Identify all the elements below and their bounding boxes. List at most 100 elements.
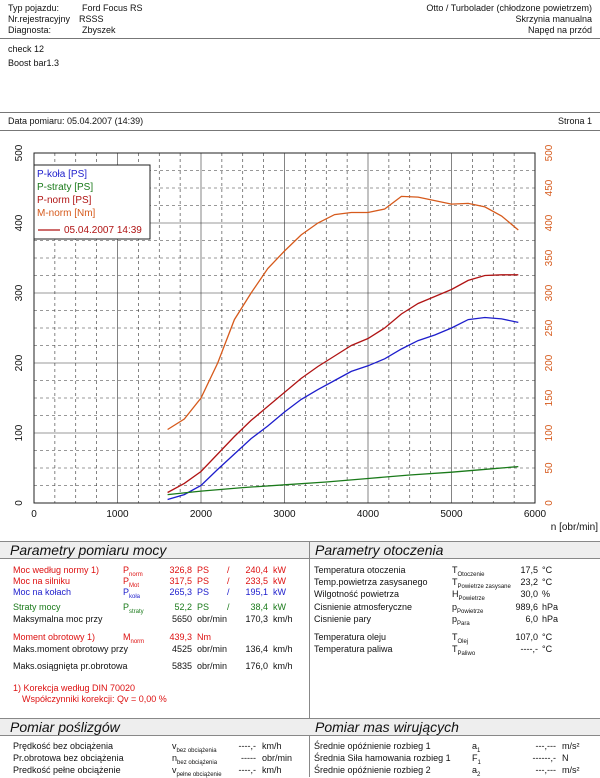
env-row-value: 107,0 (515, 632, 538, 642)
env-row-label: Cisnienie atmosferyczne (314, 602, 413, 612)
power-row-separator: / (227, 576, 230, 586)
power-row-label: Moc na kołach (13, 587, 72, 597)
slip-row-value: ----- (241, 753, 256, 763)
env-row-value: 6,0 (525, 614, 538, 624)
power-row-value-1: 5650 (171, 614, 192, 624)
env-row-label: Temperatura otoczenia (314, 565, 406, 575)
x-tick-label: 0 (31, 509, 37, 520)
mass-row-unit: N (562, 753, 569, 763)
mass-row-value: ------,- (532, 753, 556, 763)
x-axis-label: n [obr/min] (551, 522, 598, 533)
power-section-bar (0, 541, 310, 559)
power-row-value-1: 4525 (171, 644, 192, 654)
power-row-value-2: 170,3 (245, 614, 268, 624)
env-row-unit: °C (542, 565, 553, 575)
mass-section-bar (310, 718, 600, 736)
env-row-value: 30,0 (520, 589, 538, 599)
env-row-symbol: pPara (452, 614, 470, 627)
power-row-symbol: Mnorm (123, 632, 145, 645)
y-right-tick-label: 200 (544, 354, 555, 371)
power-row-separator: / (227, 565, 230, 575)
slip-section-bar (0, 718, 310, 736)
mass-row-unit: m/s² (562, 765, 580, 775)
page-number: Strona 1 (557, 116, 592, 126)
env-row-symbol: TPaliwo (452, 644, 476, 657)
power-section-title: Parametry pomiaru mocy (10, 542, 167, 558)
legend-entry: P-straty [PS] (37, 182, 93, 193)
power-row-value-2: 38,4 (250, 602, 268, 612)
power-row-value-2: 240,4 (245, 565, 268, 575)
mass-row-symbol: a1 (472, 741, 481, 754)
power-row-symbol: Pnorm (123, 565, 143, 578)
power-row-separator: / (227, 602, 230, 612)
slip-row-symbol: vpełne obciążenie (172, 765, 222, 778)
power-row-value-1: 439,3 (169, 632, 192, 642)
env-row-unit: % (542, 589, 551, 599)
p-kola-line (167, 316, 519, 501)
x-tick-label: 6000 (524, 509, 547, 520)
y-right-tick-label: 350 (544, 249, 555, 266)
vehicle-type-label: Typ pojazdu: (8, 3, 60, 13)
power-row-unit-1: PS (197, 576, 210, 586)
header-divider (0, 38, 600, 39)
power-row-unit-1: PS (197, 587, 210, 597)
env-row-unit: °C (542, 577, 553, 587)
mass-row-value: ---,--- (535, 765, 556, 775)
power-row-label: Moment obrotowy 1) (13, 632, 96, 642)
power-row-unit-2: km/h (273, 661, 293, 671)
section-vertical-divider (309, 541, 310, 777)
power-row-unit-1: obr/min (197, 644, 228, 654)
power-row-value-1: 326,8 (169, 565, 192, 575)
slip-row-unit: km/h (262, 765, 282, 775)
power-row-unit-2: kW (273, 602, 286, 612)
power-row-value-1: 265,3 (169, 587, 192, 597)
power-row-unit-1: obr/min (197, 614, 228, 624)
power-row-unit-2: kW (273, 576, 286, 586)
power-row-unit-1: obr/min (197, 661, 228, 671)
note-line-2: Boost bar1.3 (8, 58, 60, 68)
y-right-tick-label: 0 (544, 500, 555, 506)
gearbox-type: Skrzynia manualna (515, 14, 592, 24)
correction-note: 1) Korekcja według DIN 70020 (13, 683, 136, 693)
power-row-unit-1: PS (197, 565, 210, 575)
env-row-label: Temperatura oleju (314, 632, 387, 642)
date-divider-bottom (0, 130, 600, 131)
plot-frame (33, 152, 536, 504)
mass-row-unit: m/s² (562, 741, 580, 751)
power-row-value-1: 317,5 (169, 576, 192, 586)
legend-box (33, 164, 151, 240)
x-tick-label: 2000 (190, 509, 213, 520)
mass-row-value: ---,--- (535, 741, 556, 751)
env-row-unit: hPa (542, 602, 559, 612)
power-row-label: Moc na silniku (13, 576, 71, 586)
slip-row-symbol: nbez obciążenia (172, 753, 218, 766)
diagnostician-label: Diagnosta: (8, 25, 52, 35)
env-row-value: 23,2 (520, 577, 538, 587)
env-section-bar (310, 541, 600, 559)
power-row-value-1: 5835 (171, 661, 192, 671)
env-row-symbol: TPowietrze zasysane (452, 577, 511, 590)
p-norm-line (167, 274, 519, 494)
env-row-unit: hPa (542, 614, 559, 624)
env-row-symbol: pPowietrze (452, 602, 484, 615)
y-right-tick-label: 50 (544, 462, 555, 474)
slip-row-label: Pr.obrotowa bez obciążenia (13, 753, 124, 763)
power-row-label: Straty mocy (13, 602, 61, 612)
power-row-separator: / (227, 587, 230, 597)
power-row-label: Moc według normy 1) (13, 565, 100, 575)
y-tick-label: 0 (14, 500, 25, 506)
env-row-label: Temperatura paliwa (314, 644, 393, 654)
slip-row-value: ----,- (238, 765, 257, 775)
slip-row-unit: obr/min (262, 753, 293, 763)
power-row-value-2: 195,1 (245, 587, 268, 597)
x-tick-label: 5000 (440, 509, 463, 520)
env-row-symbol: TOlej (452, 632, 469, 645)
y-right-tick-label: 150 (544, 389, 555, 406)
y-tick-label: 500 (14, 144, 25, 161)
env-row-label: Wilgotność powietrza (314, 589, 400, 599)
date-divider-top (0, 112, 600, 113)
y-tick-label: 100 (14, 424, 25, 441)
env-row-label: Cisnienie pary (314, 614, 372, 624)
env-row-symbol: HPowietrze (452, 589, 485, 602)
power-row-value-2: 176,0 (245, 661, 268, 671)
